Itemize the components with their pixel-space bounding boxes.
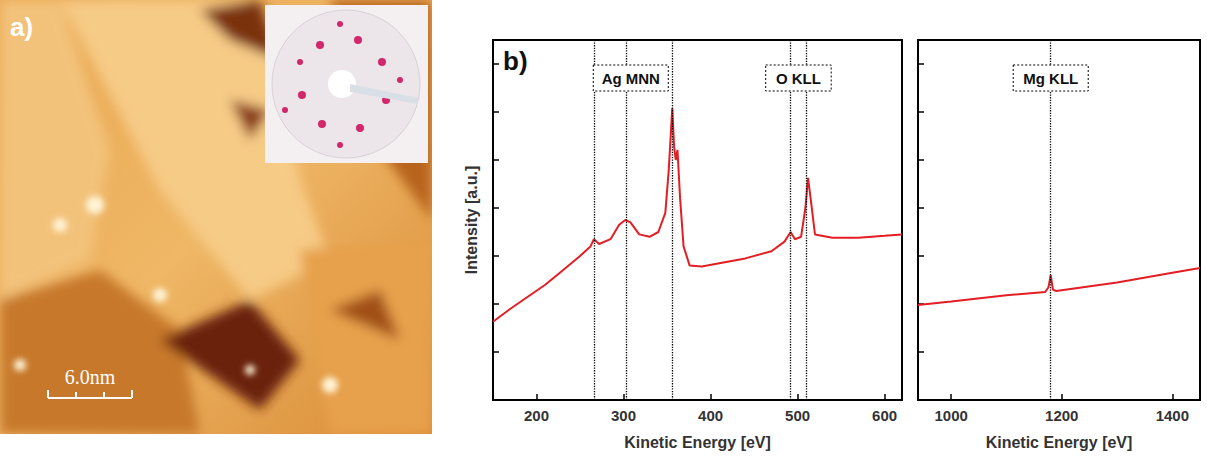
svg-text:1400: 1400 [1156,407,1189,424]
svg-text:Kinetic Energy [eV]: Kinetic Energy [eV] [986,434,1133,451]
svg-text:Intensity [a.u.]: Intensity [a.u.] [463,166,480,274]
svg-text:500: 500 [785,407,810,424]
svg-text:Mg KLL: Mg KLL [1023,70,1078,87]
svg-text:b): b) [503,46,528,76]
svg-text:O KLL: O KLL [776,70,821,87]
svg-text:1200: 1200 [1045,407,1078,424]
svg-text:400: 400 [698,407,723,424]
svg-text:Kinetic Energy [eV]: Kinetic Energy [eV] [624,434,771,451]
svg-text:600: 600 [872,407,897,424]
svg-text:200: 200 [524,407,549,424]
svg-text:Ag MNN: Ag MNN [602,70,660,87]
svg-text:300: 300 [611,407,636,424]
svg-text:6.0nm: 6.0nm [65,366,116,388]
svg-text:1000: 1000 [934,407,967,424]
svg-text:a): a) [10,12,33,42]
